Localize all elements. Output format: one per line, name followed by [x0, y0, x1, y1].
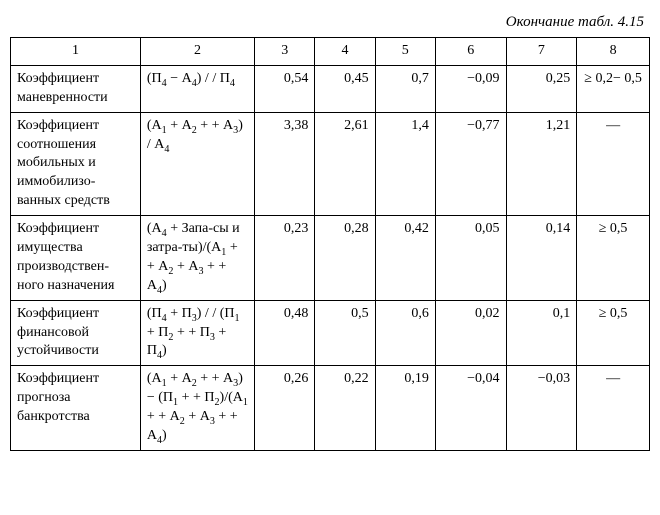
ratio-formula: (А1 + А2 + + А3) / А4 — [140, 112, 254, 215]
col-header: 5 — [375, 38, 435, 66]
norm-cell: — — [577, 112, 650, 215]
value-cell: 0,7 — [375, 65, 435, 112]
value-cell: −0,09 — [435, 65, 506, 112]
value-cell: 3,38 — [255, 112, 315, 215]
norm-cell: ≥ 0,2− 0,5 — [577, 65, 650, 112]
ratio-formula: (А1 + А2 + + А3) − (П1 + + П2)/(А1 + + А… — [140, 366, 254, 451]
value-cell: −0,03 — [506, 366, 577, 451]
value-cell: 0,25 — [506, 65, 577, 112]
ratio-formula: (П4 − А4) / / П4 — [140, 65, 254, 112]
table-row: Коэффициент финансовой устойчивости(П4 +… — [11, 300, 650, 366]
norm-cell: — — [577, 366, 650, 451]
norm-cell: ≥ 0,5 — [577, 216, 650, 301]
value-cell: 0,22 — [315, 366, 375, 451]
col-header: 1 — [11, 38, 141, 66]
ratio-name: Коэффициент соотношения мобильных и иммо… — [11, 112, 141, 215]
value-cell: 0,28 — [315, 216, 375, 301]
col-header: 2 — [140, 38, 254, 66]
value-cell: −0,04 — [435, 366, 506, 451]
ratio-name: Коэффициент маневренности — [11, 65, 141, 112]
table-header-row: 1 2 3 4 5 6 7 8 — [11, 38, 650, 66]
value-cell: 0,14 — [506, 216, 577, 301]
ratio-name: Коэффициент имущества производствен-ного… — [11, 216, 141, 301]
value-cell: 0,6 — [375, 300, 435, 366]
ratio-formula: (А4 + Запа-сы и затра-ты)/(А1 + + А2 + А… — [140, 216, 254, 301]
table-row: Коэффициент прогноза банкротства(А1 + А2… — [11, 366, 650, 451]
ratio-name: Коэффициент прогноза банкротства — [11, 366, 141, 451]
value-cell: 0,45 — [315, 65, 375, 112]
value-cell: 0,02 — [435, 300, 506, 366]
value-cell: 1,21 — [506, 112, 577, 215]
ratio-formula: (П4 + П3) / / (П1 + П2 + + П3 + П4) — [140, 300, 254, 366]
norm-cell: ≥ 0,5 — [577, 300, 650, 366]
table-row: Коэффициент маневренности(П4 − А4) / / П… — [11, 65, 650, 112]
col-header: 3 — [255, 38, 315, 66]
value-cell: 2,61 — [315, 112, 375, 215]
value-cell: 0,1 — [506, 300, 577, 366]
col-header: 8 — [577, 38, 650, 66]
col-header: 6 — [435, 38, 506, 66]
value-cell: −0,77 — [435, 112, 506, 215]
table-row: Коэффициент соотношения мобильных и иммо… — [11, 112, 650, 215]
table-caption: Окончание табл. 4.15 — [10, 14, 644, 31]
financial-ratios-table: 1 2 3 4 5 6 7 8 Коэффициент маневренност… — [10, 37, 650, 451]
value-cell: 0,54 — [255, 65, 315, 112]
ratio-name: Коэффициент финансовой устойчивости — [11, 300, 141, 366]
table-row: Коэффициент имущества производствен-ного… — [11, 216, 650, 301]
value-cell: 0,05 — [435, 216, 506, 301]
value-cell: 0,19 — [375, 366, 435, 451]
value-cell: 0,5 — [315, 300, 375, 366]
value-cell: 0,23 — [255, 216, 315, 301]
value-cell: 1,4 — [375, 112, 435, 215]
value-cell: 0,42 — [375, 216, 435, 301]
value-cell: 0,48 — [255, 300, 315, 366]
col-header: 7 — [506, 38, 577, 66]
col-header: 4 — [315, 38, 375, 66]
value-cell: 0,26 — [255, 366, 315, 451]
